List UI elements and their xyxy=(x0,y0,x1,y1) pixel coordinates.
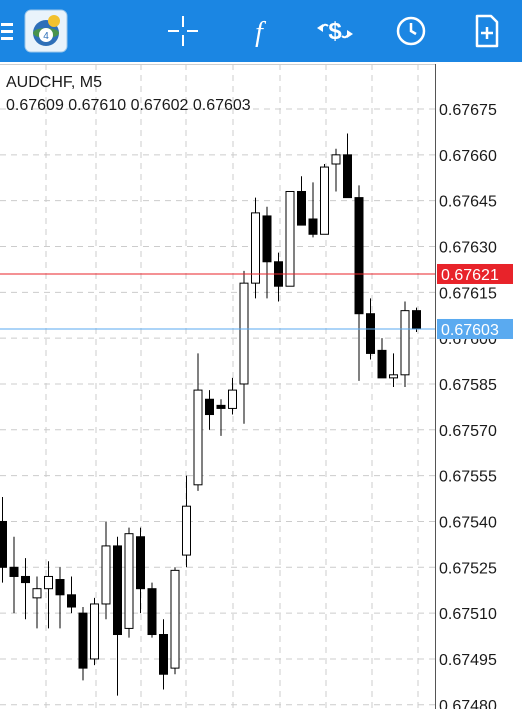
ask-price-badge xyxy=(437,263,513,284)
candle-body xyxy=(331,154,341,165)
metatrader-logo-icon[interactable]: 4 xyxy=(22,0,70,62)
candle-body xyxy=(0,520,7,568)
y-tick-label: 0.67525 xyxy=(439,560,497,577)
candle-body xyxy=(377,349,387,379)
candle-body xyxy=(101,545,111,605)
top-toolbar: 4 f $ xyxy=(0,0,522,62)
ohlc-values: 0.67609 0.67610 0.67602 0.67603 xyxy=(6,97,251,114)
candle-body xyxy=(32,588,42,599)
y-tick-label: 0.67660 xyxy=(439,148,497,165)
candle-body xyxy=(9,566,19,577)
new-document-plus-icon[interactable] xyxy=(470,0,504,62)
candle-body xyxy=(308,218,318,235)
y-tick-label: 0.67570 xyxy=(439,423,497,440)
candle-body xyxy=(21,575,30,584)
candle-body xyxy=(55,579,65,596)
candle-body xyxy=(44,575,53,590)
bid-price-badge xyxy=(437,318,513,339)
y-tick-label: 0.67510 xyxy=(439,606,497,623)
candle-body xyxy=(354,197,364,315)
crosshair-icon[interactable] xyxy=(163,0,203,62)
clock-icon[interactable] xyxy=(393,0,429,62)
y-tick-label: 0.67615 xyxy=(439,285,497,302)
candle-body xyxy=(366,313,375,354)
candle-body xyxy=(78,612,88,669)
candle-body xyxy=(239,282,249,385)
candle-body xyxy=(216,404,226,409)
candle-body xyxy=(320,166,329,235)
candle-body xyxy=(389,374,398,379)
dollar-arrows-icon[interactable]: $ xyxy=(312,0,358,62)
candle-body xyxy=(67,594,76,608)
candle-body xyxy=(343,154,352,199)
y-tick-label: 0.67675 xyxy=(439,102,497,119)
candle-body xyxy=(228,389,237,409)
candle-body xyxy=(113,545,122,636)
y-tick-label: 0.67480 xyxy=(439,698,497,709)
candle-body xyxy=(412,310,421,330)
candle-body xyxy=(170,569,180,669)
candle-body xyxy=(159,634,168,675)
candle-body xyxy=(297,190,306,226)
svg-text:4: 4 xyxy=(43,31,49,42)
y-tick-label: 0.67555 xyxy=(439,469,497,486)
y-tick-label: 0.67540 xyxy=(439,514,497,531)
candle-body xyxy=(182,505,191,556)
candle-body xyxy=(251,212,260,284)
symbol-timeframe-label: AUDCHF, M5 xyxy=(6,74,103,91)
y-tick-label: 0.67585 xyxy=(439,377,497,394)
candle-body xyxy=(193,389,203,486)
candle-body xyxy=(285,190,295,287)
candle-body xyxy=(147,588,157,636)
hamburger-menu-icon[interactable] xyxy=(0,0,16,62)
svg-text:f: f xyxy=(255,17,266,48)
svg-text:$: $ xyxy=(328,18,342,45)
candle-body xyxy=(400,310,410,376)
candle-body xyxy=(90,603,99,660)
candle-body xyxy=(262,215,272,263)
ask-price-label: 0.67621 xyxy=(441,267,499,284)
candle-body xyxy=(136,536,145,590)
candle-body xyxy=(124,533,134,629)
function-f-icon[interactable]: f xyxy=(242,0,276,62)
y-tick-label: 0.67645 xyxy=(439,194,497,211)
bid-price-label: 0.67603 xyxy=(441,322,499,339)
candle-body xyxy=(205,398,214,416)
y-tick-label: 0.67495 xyxy=(439,652,497,669)
y-tick-label: 0.67630 xyxy=(439,239,497,256)
